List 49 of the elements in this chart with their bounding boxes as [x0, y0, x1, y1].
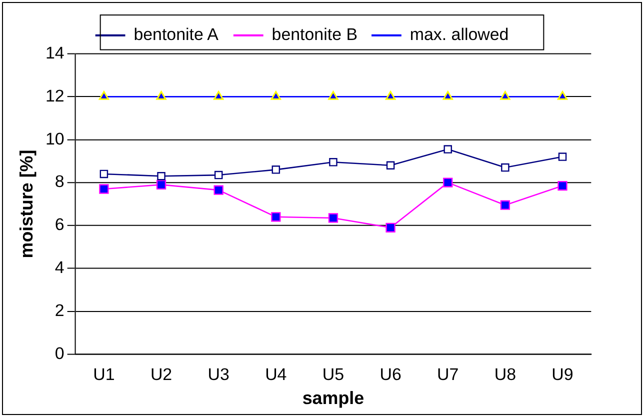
point	[443, 178, 453, 188]
point	[328, 213, 338, 223]
x-tick-label: U8	[494, 365, 516, 384]
x-tick-label: U9	[552, 365, 574, 384]
y-tick-label: 6	[54, 215, 64, 234]
point	[385, 90, 396, 100]
legend-label: max. allowed	[410, 25, 509, 44]
point	[328, 90, 338, 100]
point	[558, 180, 568, 191]
y-tick-label: 14	[45, 43, 64, 62]
point	[558, 152, 567, 161]
point	[557, 90, 568, 100]
point	[500, 90, 510, 100]
point	[329, 158, 338, 166]
point	[270, 90, 281, 100]
point	[156, 180, 166, 190]
legend-label: bentonite A	[134, 25, 220, 44]
point	[156, 90, 166, 100]
point	[214, 185, 224, 195]
y-tick-label: 10	[45, 129, 64, 148]
point	[386, 222, 396, 232]
point	[500, 200, 510, 210]
y-tick-label: 12	[45, 86, 64, 106]
point	[501, 163, 510, 172]
point	[386, 161, 395, 170]
y-tick-label: 0	[54, 344, 64, 363]
y-tick-label: 4	[54, 258, 64, 278]
point	[214, 170, 223, 180]
x-tick-label: U7	[437, 365, 459, 384]
y-axis-title: moisture [%]	[16, 150, 37, 258]
x-tick-label: U2	[150, 365, 172, 384]
point	[214, 90, 224, 100]
point	[98, 90, 110, 100]
x-tick-label: U6	[380, 365, 402, 384]
y-tick-label: 8	[54, 172, 64, 192]
point	[157, 172, 166, 180]
x-tick-label: U3	[208, 365, 230, 384]
x-axis-title: sample	[302, 388, 364, 408]
y-tick-label: 2	[54, 301, 64, 320]
point	[272, 166, 280, 174]
x-tick-label: U4	[265, 365, 287, 384]
point	[444, 145, 452, 154]
point	[99, 184, 109, 194]
x-tick-label: U1	[93, 365, 115, 384]
x-tick-label: U5	[322, 365, 344, 384]
point	[442, 90, 453, 100]
point	[100, 170, 108, 178]
legend-label: bentonite B	[272, 25, 358, 44]
point	[271, 212, 281, 222]
